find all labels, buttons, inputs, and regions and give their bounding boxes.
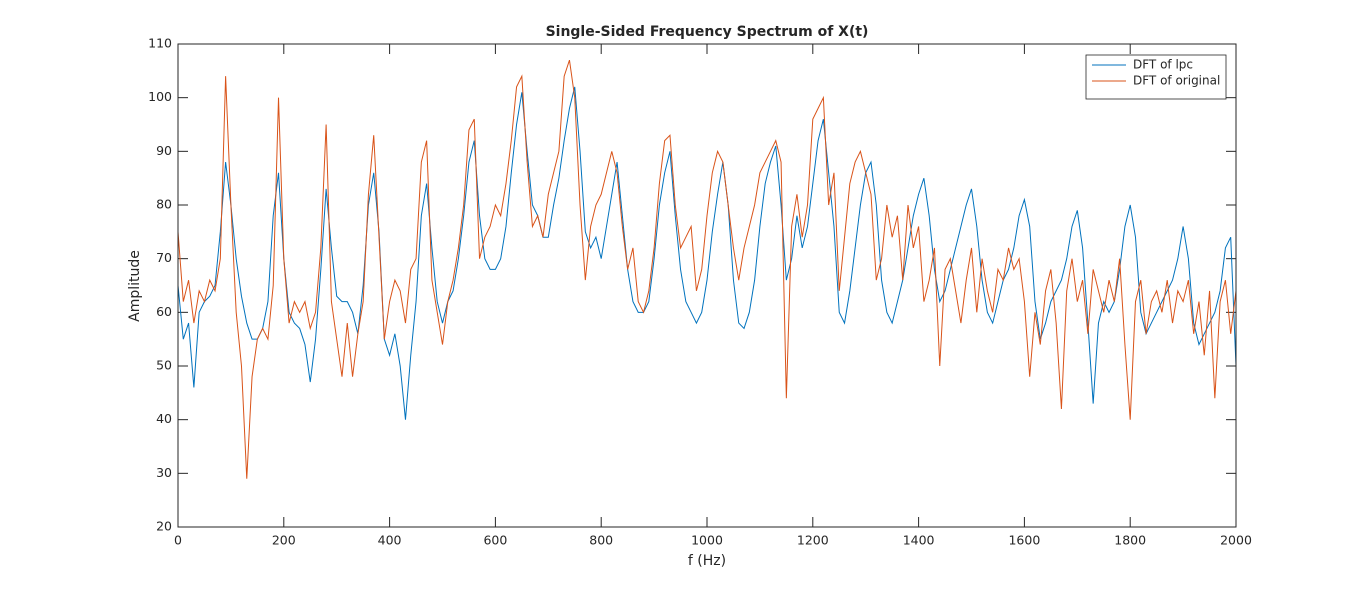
x-axis-label: f (Hz): [688, 553, 726, 569]
y-tick-label: 50: [156, 358, 172, 373]
y-tick-label: 100: [148, 89, 172, 104]
legend-label: DFT of lpc: [1133, 58, 1193, 72]
x-tick-label: 1000: [691, 533, 723, 548]
legend-label: DFT of original: [1133, 74, 1220, 88]
x-tick-label: 200: [272, 533, 296, 548]
y-tick-label: 110: [148, 36, 172, 51]
x-tick-label: 600: [483, 533, 507, 548]
y-axis-label: Amplitude: [127, 250, 143, 322]
chart-title: Single-Sided Frequency Spectrum of X(t): [546, 24, 869, 40]
y-tick-label: 90: [156, 143, 172, 158]
y-tick-label: 70: [156, 250, 172, 265]
y-tick-label: 20: [156, 519, 172, 534]
x-tick-label: 0: [174, 533, 182, 548]
legend-box: [1085, 54, 1227, 100]
x-tick-label: 2000: [1220, 533, 1252, 548]
x-tick-label: 1400: [903, 533, 935, 548]
x-tick-label: 1200: [797, 533, 829, 548]
y-tick-label: 30: [156, 465, 172, 480]
y-tick-label: 60: [156, 304, 172, 319]
x-tick-label: 1800: [1114, 533, 1146, 548]
x-tick-label: 1600: [1008, 533, 1040, 548]
y-tick-label: 80: [156, 197, 172, 212]
x-tick-label: 400: [378, 533, 402, 548]
y-tick-label: 40: [156, 411, 172, 426]
data-line: [177, 59, 1237, 479]
x-tick-label: 800: [589, 533, 613, 548]
axes-box: [177, 43, 1237, 528]
data-line: [177, 86, 1237, 420]
